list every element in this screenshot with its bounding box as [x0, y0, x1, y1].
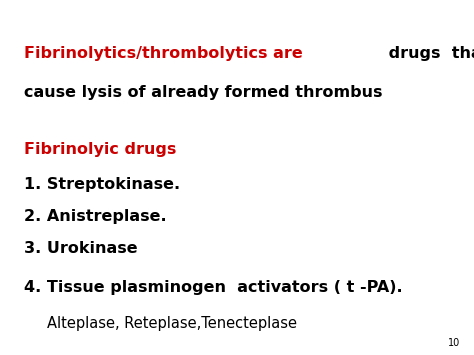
- Text: drugs  that: drugs that: [383, 46, 474, 61]
- Text: 10: 10: [447, 338, 460, 348]
- Text: 1. Streptokinase.: 1. Streptokinase.: [24, 178, 180, 192]
- Text: Fibrinolytics/thrombolytics are: Fibrinolytics/thrombolytics are: [24, 46, 302, 61]
- Text: 3. Urokinase: 3. Urokinase: [24, 241, 137, 256]
- Text: 2. Anistreplase.: 2. Anistreplase.: [24, 209, 166, 224]
- Text: 4. Tissue plasminogen  activators ( t -PA).: 4. Tissue plasminogen activators ( t -PA…: [24, 280, 402, 295]
- Text: cause lysis of already formed thrombus: cause lysis of already formed thrombus: [24, 85, 382, 100]
- Text: Fibrinolyic drugs: Fibrinolyic drugs: [24, 142, 176, 157]
- Text: Alteplase, Reteplase,Tenecteplase: Alteplase, Reteplase,Tenecteplase: [47, 316, 297, 331]
